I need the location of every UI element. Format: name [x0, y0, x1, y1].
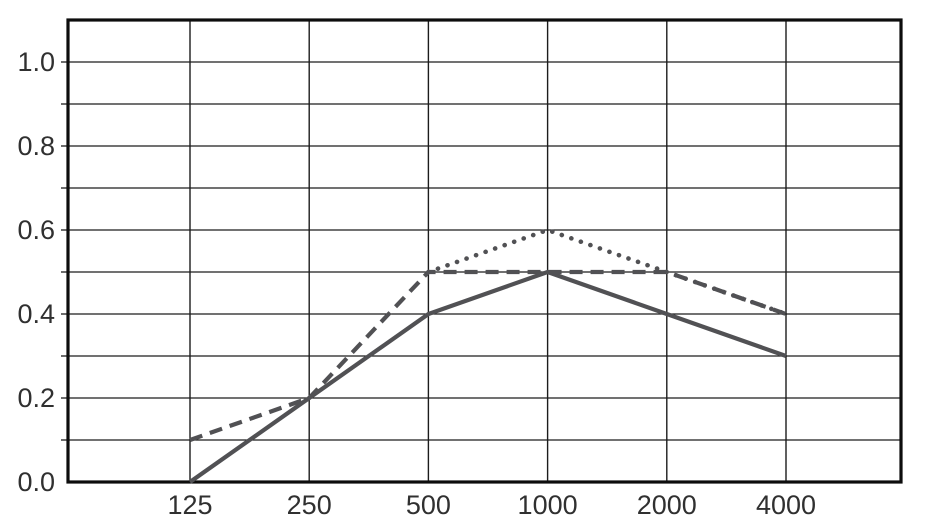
x-tick-label: 500 — [406, 490, 451, 520]
y-tick-label: 0.6 — [17, 215, 55, 245]
y-tick-label: 0.2 — [17, 383, 55, 413]
x-tick-label: 2000 — [637, 490, 697, 520]
series-solid-line — [188, 269, 787, 484]
series-dashed-line — [189, 269, 787, 442]
x-tick-label: 250 — [287, 490, 332, 520]
x-tick-label: 1000 — [518, 490, 578, 520]
y-tick-label: 0.0 — [17, 467, 55, 497]
x-tick-label: 125 — [167, 490, 212, 520]
y-tick-label: 0.8 — [17, 131, 55, 161]
y-tick-label: 0.4 — [17, 299, 55, 329]
x-tick-label: 4000 — [756, 490, 816, 520]
plot-border — [66, 18, 903, 484]
y-tick-label: 1.0 — [17, 47, 55, 77]
